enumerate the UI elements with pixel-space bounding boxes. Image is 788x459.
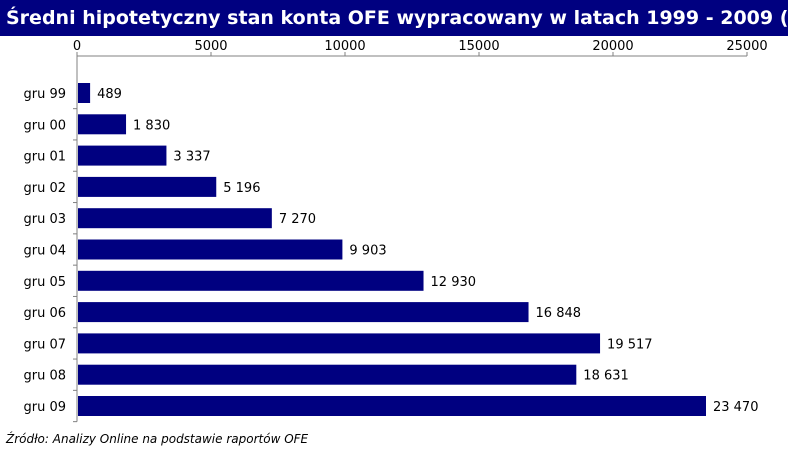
value-label: 9 903 bbox=[349, 244, 386, 259]
bars-layer bbox=[78, 83, 706, 416]
category-label: gru 03 bbox=[23, 212, 66, 227]
value-label: 16 848 bbox=[536, 306, 582, 321]
category-label: gru 02 bbox=[23, 181, 66, 196]
bar bbox=[78, 396, 706, 416]
x-tick-label: 10000 bbox=[324, 39, 365, 54]
category-label: gru 00 bbox=[23, 118, 66, 133]
x-tick-label: 20000 bbox=[592, 39, 633, 54]
bar-chart: 0 5000 10000 15000 20000 25000 gru 99 489 gru 0… bbox=[23, 39, 768, 423]
value-label: 7 270 bbox=[279, 212, 316, 227]
category-label: gru 99 bbox=[23, 87, 66, 102]
bar bbox=[78, 145, 167, 166]
value-label: 1 830 bbox=[133, 118, 170, 133]
x-tick-label: 0 bbox=[73, 39, 81, 54]
x-tick-label: 5000 bbox=[194, 39, 227, 54]
value-label: 18 631 bbox=[583, 369, 629, 384]
bar bbox=[78, 114, 127, 135]
value-label: 489 bbox=[97, 87, 122, 102]
bar bbox=[78, 239, 343, 260]
category-label: gru 05 bbox=[23, 275, 66, 290]
value-label: 19 517 bbox=[607, 337, 653, 352]
source-note: Źródło: Analizy Online na podstawie rapo… bbox=[6, 432, 309, 446]
value-label: 5 196 bbox=[223, 181, 260, 196]
labels-layer: gru 99 489 gru 00 1 830 gru 01 3 337 gru 02 5 1… bbox=[23, 87, 758, 415]
bar bbox=[78, 176, 217, 197]
bar bbox=[78, 208, 272, 229]
category-label: gru 07 bbox=[23, 337, 66, 352]
bar bbox=[78, 333, 601, 354]
chart-title: Średni hipotetyczny stan konta OFE wypra… bbox=[0, 0, 788, 36]
value-label: 12 930 bbox=[431, 275, 477, 290]
category-label: gru 09 bbox=[23, 400, 66, 415]
bar bbox=[78, 302, 529, 323]
bar bbox=[78, 364, 577, 385]
category-label: gru 01 bbox=[23, 150, 66, 165]
category-label: gru 04 bbox=[23, 244, 66, 259]
value-label: 3 337 bbox=[173, 150, 210, 165]
category-label: gru 08 bbox=[23, 369, 66, 384]
value-label: 23 470 bbox=[713, 400, 759, 415]
axis-layer: 0 5000 10000 15000 20000 25000 bbox=[73, 39, 768, 423]
category-label: gru 06 bbox=[23, 306, 66, 321]
bar bbox=[78, 83, 91, 103]
x-tick-label: 15000 bbox=[458, 39, 499, 54]
bar bbox=[78, 270, 424, 291]
x-tick-label: 25000 bbox=[726, 39, 767, 54]
